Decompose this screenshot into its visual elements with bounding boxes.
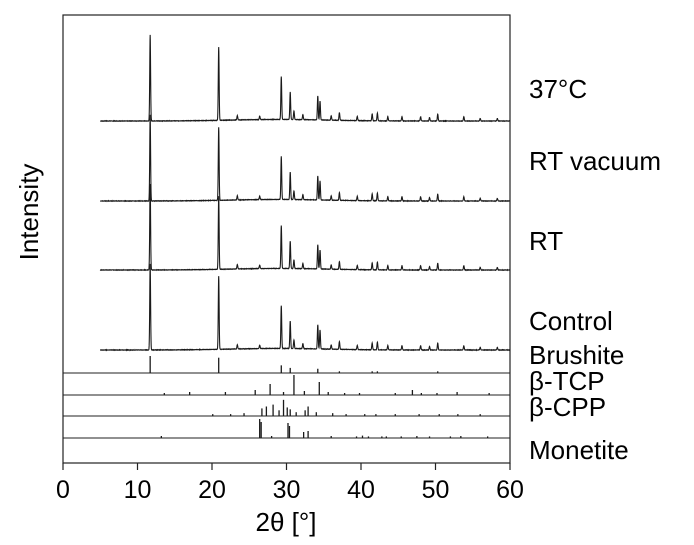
series-label-rt-vacuum: RT vacuum bbox=[529, 146, 661, 176]
reference-panels bbox=[63, 356, 510, 439]
x-tick-label-0: 0 bbox=[56, 476, 70, 504]
series-layer bbox=[99, 34, 511, 352]
series-label-37-c: 37°C bbox=[529, 74, 587, 104]
series-labels: 37°C RT vacuum RT Control Brushiteβ-TCPβ-CPP… bbox=[529, 74, 661, 465]
x-tick-label-60: 60 bbox=[496, 476, 524, 504]
plot-frame bbox=[62, 14, 511, 464]
reference-label-tcp: β-TCP bbox=[529, 366, 605, 396]
reference-label-cpp: β-CPP bbox=[529, 392, 606, 422]
pattern-line-control bbox=[100, 263, 511, 352]
x-tick-label-20: 20 bbox=[198, 476, 226, 504]
series-label-control: Control bbox=[529, 306, 613, 336]
x-tick-label-40: 40 bbox=[347, 476, 375, 504]
reference-label-monetite: Monetite bbox=[529, 435, 629, 465]
reference-label-brushite: Brushite bbox=[529, 340, 624, 370]
pattern-line-37-c bbox=[100, 34, 511, 123]
series-label-rt: RT bbox=[529, 226, 563, 256]
x-axis-ticks: 0 10 20 30 40 50 60 bbox=[56, 463, 524, 504]
pattern-line-rt bbox=[99, 184, 511, 272]
y-axis-label: Intensity bbox=[14, 164, 44, 261]
x-tick-label-10: 10 bbox=[124, 476, 152, 504]
x-tick-label-50: 50 bbox=[422, 476, 450, 504]
pattern-line-rt-vacuum bbox=[99, 114, 511, 203]
x-tick-label-30: 30 bbox=[273, 476, 301, 504]
x-axis-label: 2θ [°] bbox=[256, 507, 317, 537]
